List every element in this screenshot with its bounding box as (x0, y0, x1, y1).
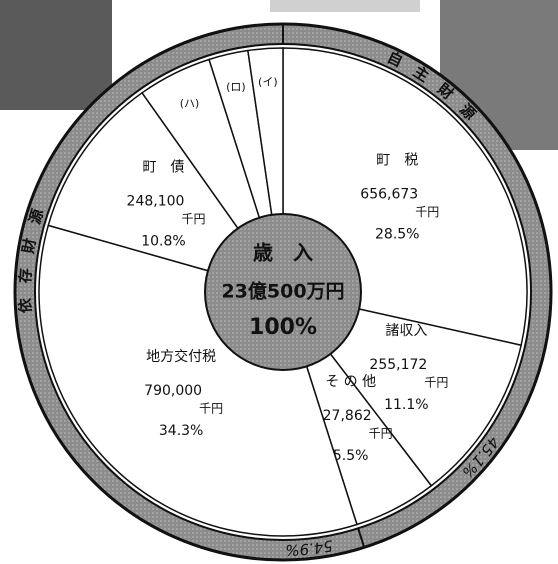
slice-label: 地方交付税 (146, 348, 216, 365)
slice-label: (ロ) (226, 81, 246, 94)
center-percent: 100% (249, 315, 317, 340)
slice-label: そ の 他 (325, 374, 376, 390)
unit-label: 千円 (181, 212, 205, 226)
slice-label: 町 税 (376, 152, 418, 168)
amount-label: 656,673 (360, 186, 418, 202)
percent-label: 5.5% (333, 448, 369, 464)
unit-label: 千円 (424, 375, 448, 389)
percent-label: 34.3% (159, 423, 203, 439)
center-title: 歳 入 (253, 241, 313, 265)
percent-label: 28.5% (375, 226, 419, 242)
amount-label: 127,862 (314, 408, 372, 424)
slice-label: 町 債 (142, 159, 184, 175)
unit-label: 千円 (415, 205, 439, 219)
unit-label: 千円 (199, 402, 223, 416)
group-value: 54.9% (285, 537, 334, 560)
group-value-path: 54.9% (285, 537, 334, 560)
amount-label: 248,100 (127, 193, 185, 209)
slice-label: (イ) (258, 76, 278, 89)
amount-label: 255,172 (369, 357, 427, 373)
center-disc (204, 213, 362, 371)
center-total: 23億500万円 (221, 280, 344, 303)
amount-label: 790,000 (144, 383, 202, 399)
photo-left (0, 0, 112, 110)
unit-label: 千円 (369, 426, 393, 440)
percent-label: 10.8% (141, 233, 185, 249)
slice-label: 諸収入 (385, 323, 427, 339)
group-divider (357, 528, 366, 548)
photo-top (270, 0, 420, 12)
slice-label: (ハ) (180, 97, 200, 110)
percent-label: 11.1% (384, 397, 428, 413)
